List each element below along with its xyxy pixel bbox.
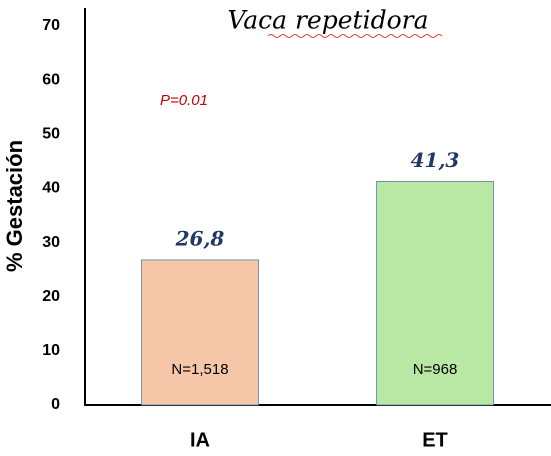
bar-note: N=1,518: [171, 361, 228, 378]
spell-underline: [267, 34, 443, 38]
y-tick-label: 0: [51, 396, 60, 413]
y-tick-label: 30: [42, 234, 60, 251]
y-axis-label: % Gestación: [2, 140, 27, 272]
y-tick-label: 20: [42, 288, 60, 305]
x-tick-label: ET: [422, 429, 448, 451]
chart-title: Vaca repetidora: [227, 6, 428, 35]
y-tick-label: 50: [42, 126, 60, 143]
x-tick-label: IA: [190, 429, 210, 451]
y-tick-label: 70: [42, 17, 60, 34]
y-tick-label: 40: [42, 180, 60, 197]
value-label: 26,8: [175, 226, 225, 250]
annotation: P=0.01: [160, 92, 208, 109]
bar: [376, 180, 494, 406]
y-tick-label: 60: [42, 71, 60, 88]
y-tick-label: 10: [42, 342, 60, 359]
bar: [141, 259, 259, 406]
bar-note: N=968: [413, 361, 458, 378]
value-label: 41,3: [411, 148, 460, 172]
